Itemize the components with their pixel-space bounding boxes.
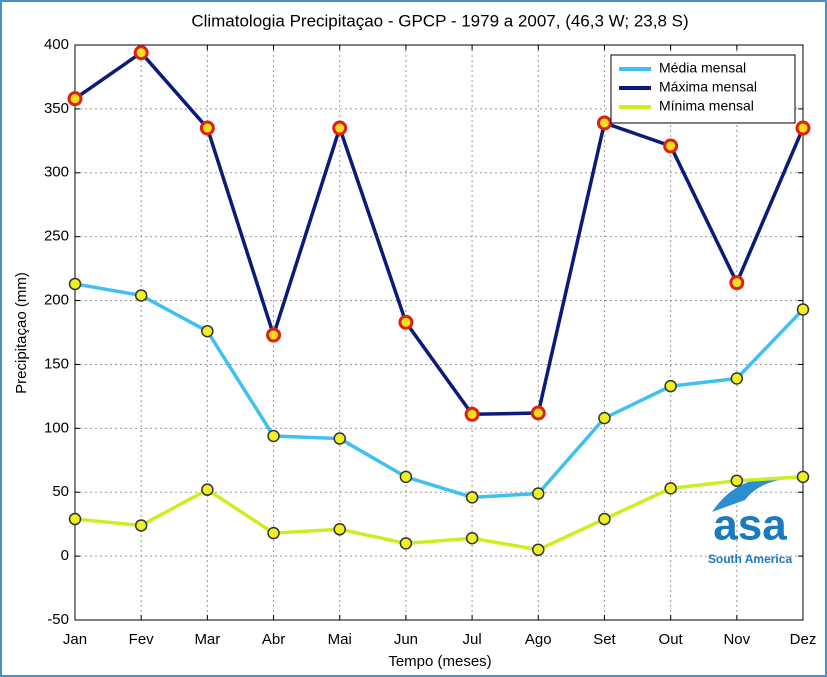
- legend-label: Média mensal: [659, 60, 746, 76]
- y-tick-label: 150: [44, 355, 69, 372]
- data-point: [729, 275, 745, 291]
- data-point: [730, 474, 744, 487]
- data-point: [664, 379, 677, 393]
- x-tick-label: Mar: [194, 631, 220, 648]
- plot-border: [74, 44, 804, 621]
- y-tick-label: 200: [44, 292, 69, 309]
- x-tick-label: Abr: [262, 631, 285, 648]
- x-tick-label: Jun: [394, 631, 418, 648]
- data-point: [796, 303, 810, 316]
- y-tick-label: -50: [47, 611, 69, 628]
- data-point: [598, 411, 611, 425]
- y-tick-label: 250: [44, 228, 69, 245]
- x-tick-label: Mai: [328, 631, 352, 648]
- data-point: [267, 526, 280, 540]
- data-point: [134, 289, 148, 302]
- data-point: [796, 470, 810, 484]
- y-tick-label: 350: [44, 100, 69, 117]
- y-axis-label: Precipitaçao (mm): [13, 272, 30, 394]
- series-line: [74, 50, 805, 417]
- data-point: [730, 372, 744, 385]
- data-point: [399, 470, 413, 484]
- data-point: [596, 115, 612, 131]
- data-point: [67, 91, 83, 107]
- data-point: [267, 429, 280, 443]
- logo-text: asa: [713, 501, 787, 550]
- data-point: [68, 277, 82, 291]
- data-point: [201, 483, 214, 496]
- data-point: [333, 432, 346, 445]
- chart-title: Climatologia Precipitaçao - GPCP - 1979 …: [191, 11, 688, 30]
- x-tick-label: Jan: [63, 631, 87, 648]
- x-tick-label: Fev: [129, 631, 155, 648]
- y-tick-label: 400: [44, 36, 69, 53]
- logo-subtext: South America: [708, 552, 793, 566]
- logo: asa South America: [708, 476, 795, 566]
- y-tick-label: 100: [44, 419, 69, 436]
- data-point: [399, 537, 413, 550]
- data-point: [133, 45, 149, 61]
- legend-label: Máxima mensal: [659, 79, 757, 95]
- x-tick-label: Jul: [462, 631, 481, 648]
- data-point: [398, 314, 414, 330]
- x-tick-label: Dez: [790, 631, 817, 648]
- y-tick-label: 300: [44, 164, 69, 181]
- data-point: [333, 523, 346, 536]
- x-axis-label: Tempo (meses): [388, 653, 491, 670]
- x-tick-label: Out: [659, 631, 684, 648]
- data-point: [464, 406, 480, 422]
- series-line: [74, 475, 804, 552]
- data-point: [68, 512, 82, 526]
- data-point: [201, 324, 214, 338]
- data-point: [332, 120, 348, 136]
- data-point: [530, 405, 546, 421]
- data-point: [465, 491, 479, 504]
- legend-label: Mínima mensal: [659, 98, 754, 114]
- x-tick-label: Nov: [723, 631, 750, 648]
- x-tick-label: Ago: [525, 631, 552, 648]
- data-point: [663, 138, 679, 154]
- data-point: [266, 327, 282, 343]
- data-point: [134, 519, 148, 532]
- logo-swoosh: [712, 476, 795, 512]
- series-line: [74, 282, 805, 500]
- plot-area: [75, 45, 803, 620]
- data-point: [598, 512, 611, 526]
- data-point: [664, 482, 677, 495]
- x-tick-label: Set: [593, 631, 616, 648]
- data-point: [199, 120, 215, 136]
- data-point: [795, 120, 811, 136]
- data-point: [532, 543, 545, 556]
- y-tick-label: 0: [61, 547, 69, 564]
- data-point: [465, 531, 479, 545]
- data-point: [532, 487, 545, 500]
- y-tick-label: 50: [52, 483, 69, 500]
